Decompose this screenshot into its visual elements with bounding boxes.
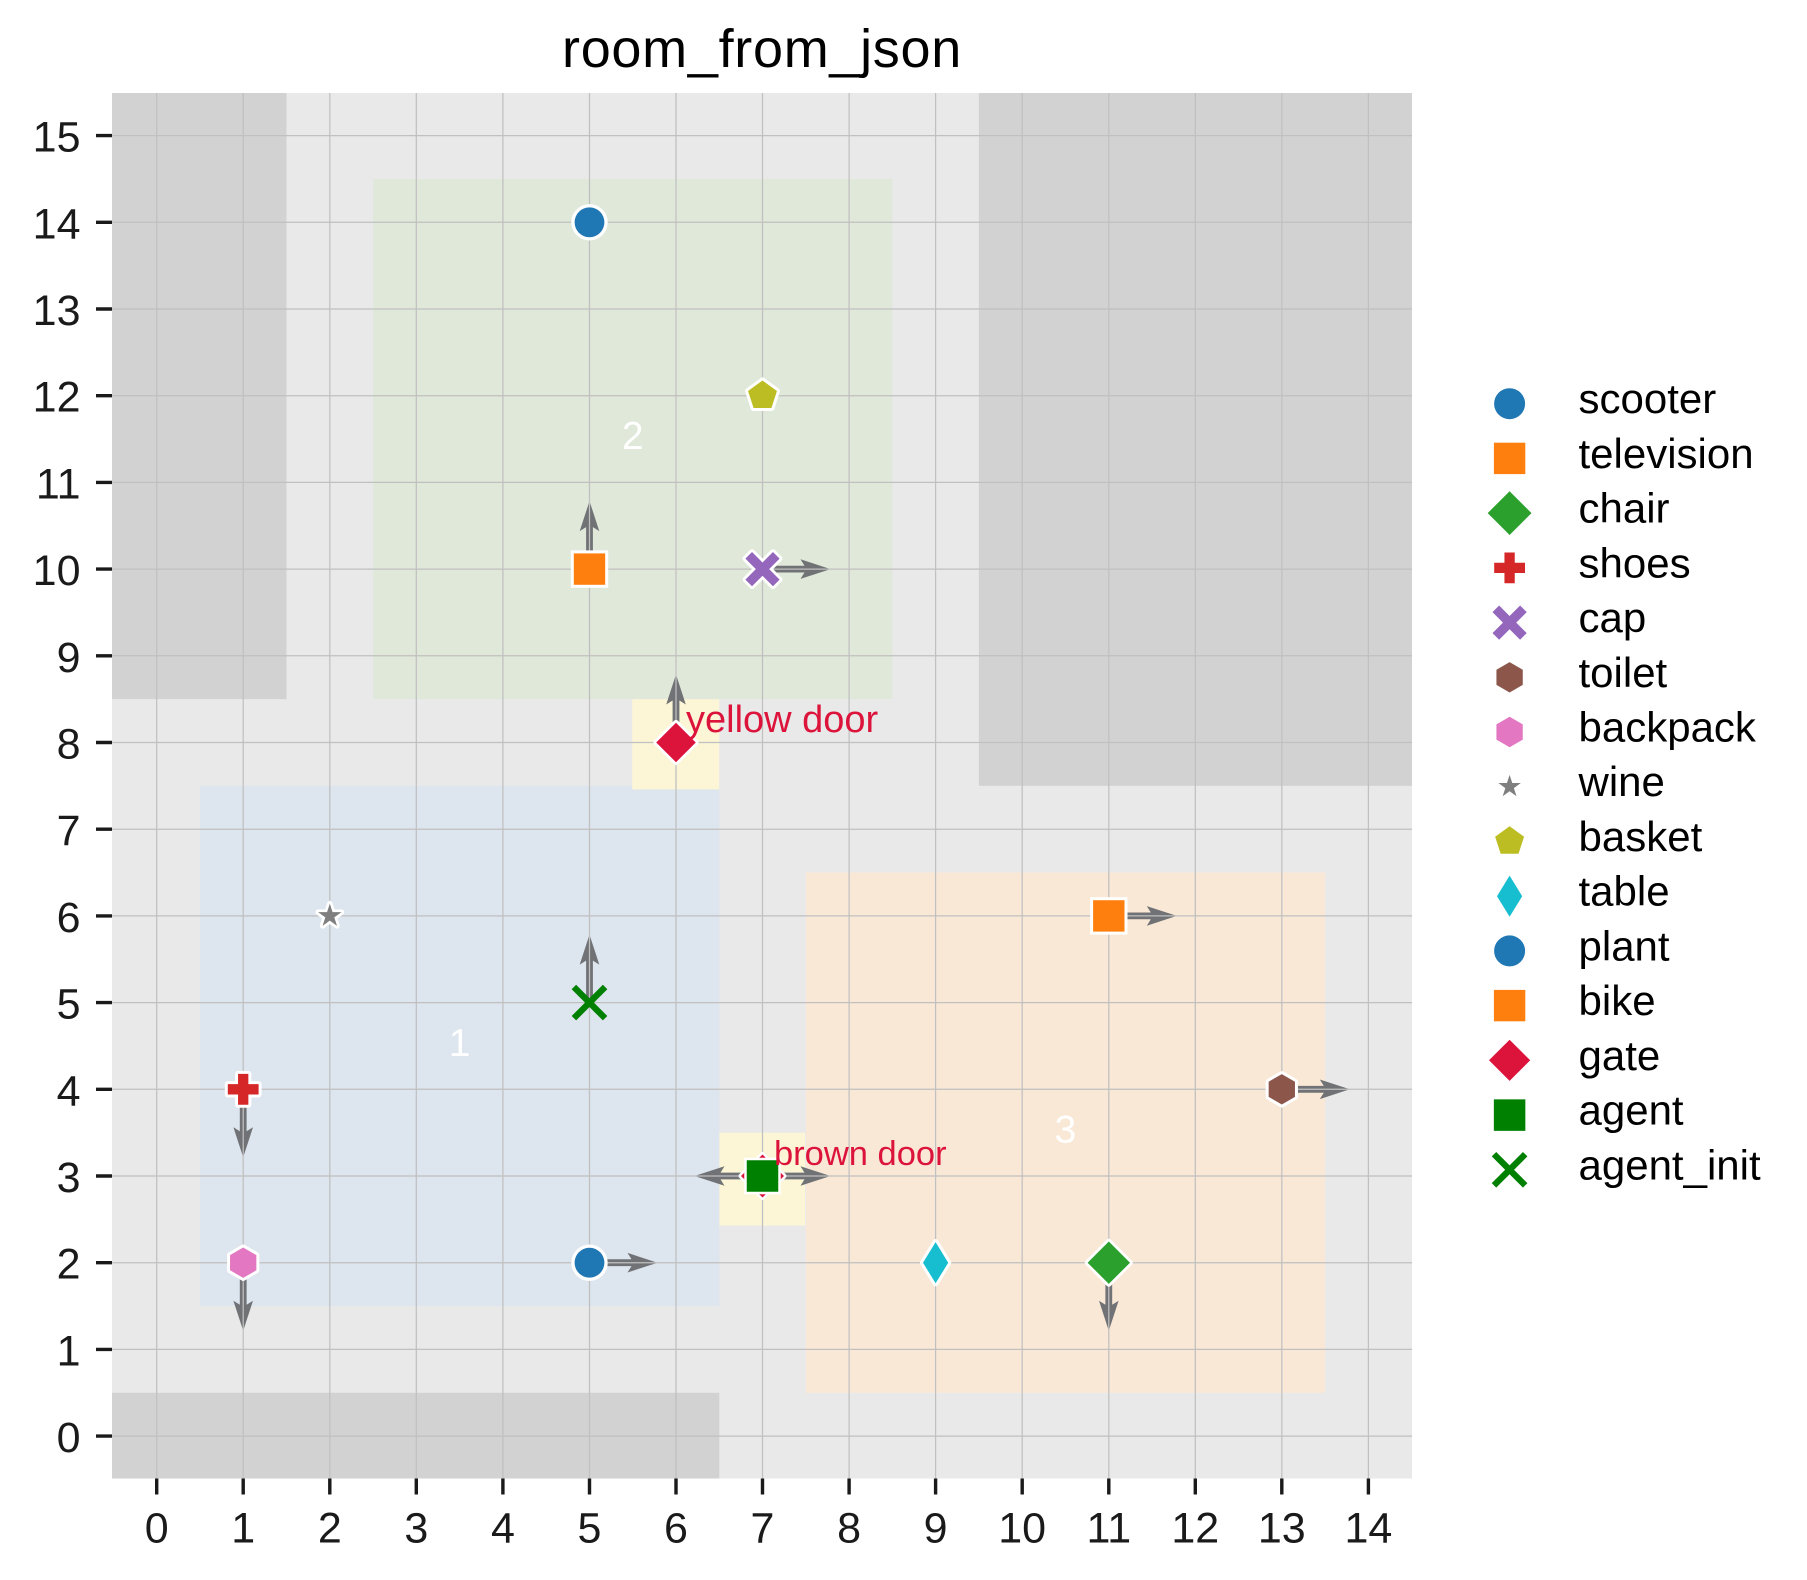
svg-text:14: 14 <box>1344 1505 1392 1553</box>
svg-text:8: 8 <box>57 721 81 769</box>
svg-text:yellow door: yellow door <box>686 699 879 741</box>
svg-text:5: 5 <box>578 1505 602 1553</box>
svg-text:0: 0 <box>145 1505 169 1553</box>
svg-text:1: 1 <box>231 1505 255 1553</box>
svg-text:table: table <box>1579 868 1670 915</box>
svg-text:6: 6 <box>664 1505 688 1553</box>
svg-text:1: 1 <box>57 1327 81 1375</box>
svg-text:scooter: scooter <box>1579 375 1717 422</box>
svg-text:4: 4 <box>57 1067 81 1115</box>
svg-text:1: 1 <box>449 1022 471 1065</box>
svg-text:4: 4 <box>491 1505 515 1553</box>
svg-text:0: 0 <box>57 1414 81 1462</box>
svg-text:13: 13 <box>33 287 81 335</box>
svg-text:7: 7 <box>751 1505 775 1553</box>
svg-text:2: 2 <box>318 1505 342 1553</box>
svg-text:chair: chair <box>1579 485 1670 532</box>
svg-text:shoes: shoes <box>1579 539 1691 586</box>
svg-text:10: 10 <box>33 547 81 595</box>
svg-text:backpack: backpack <box>1579 704 1757 751</box>
svg-text:2: 2 <box>622 415 644 458</box>
svg-text:bike: bike <box>1579 977 1656 1024</box>
svg-text:toilet: toilet <box>1579 649 1668 696</box>
svg-text:basket: basket <box>1579 813 1703 860</box>
svg-text:3: 3 <box>404 1505 428 1553</box>
svg-text:12: 12 <box>1171 1505 1219 1553</box>
svg-text:plant: plant <box>1579 922 1670 969</box>
svg-text:8: 8 <box>837 1505 861 1553</box>
svg-text:9: 9 <box>924 1505 948 1553</box>
svg-text:13: 13 <box>1258 1505 1306 1553</box>
svg-text:11: 11 <box>36 460 81 508</box>
svg-text:5: 5 <box>57 981 81 1029</box>
svg-text:14: 14 <box>33 200 81 248</box>
svg-text:10: 10 <box>998 1505 1046 1553</box>
svg-text:6: 6 <box>57 894 81 942</box>
svg-text:9: 9 <box>57 634 81 682</box>
svg-text:cap: cap <box>1579 594 1647 641</box>
svg-text:agent_init: agent_init <box>1579 1141 1761 1188</box>
svg-text:wine: wine <box>1578 758 1665 805</box>
svg-text:room_from_json: room_from_json <box>562 19 962 79</box>
svg-text:agent: agent <box>1579 1087 1684 1134</box>
svg-text:3: 3 <box>1055 1109 1077 1152</box>
svg-text:brown door: brown door <box>774 1135 947 1173</box>
svg-text:2: 2 <box>57 1241 81 1289</box>
svg-text:3: 3 <box>57 1154 81 1202</box>
svg-text:7: 7 <box>57 807 81 855</box>
svg-text:gate: gate <box>1579 1032 1661 1079</box>
svg-text:15: 15 <box>33 114 81 162</box>
svg-text:11: 11 <box>1086 1505 1131 1553</box>
svg-text:television: television <box>1579 430 1754 477</box>
svg-text:12: 12 <box>33 374 81 422</box>
